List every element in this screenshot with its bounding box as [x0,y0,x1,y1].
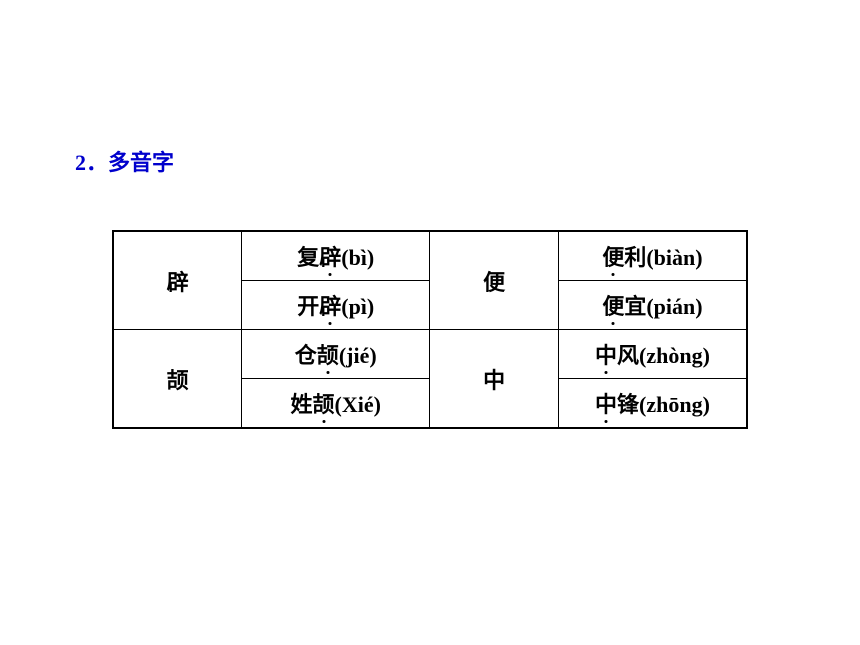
word-suffix: 锋 [617,392,639,417]
char-text: 辟 [167,270,189,295]
heading-title: 多音字 [108,150,174,175]
word-prefix: 姓 [291,392,313,417]
word-pinyin: (bì) [341,245,374,270]
word-dotted: 便 [602,240,624,272]
word-pinyin: (Xié) [335,392,381,417]
table-row: 颉 仓颉(jié) 中 中风(zhòng) [113,330,747,379]
word-dotted: 中 [595,387,617,419]
char-cell: 中 [430,330,559,429]
word-cell: 便利(biàn) [558,231,747,281]
word-cell: 中风(zhòng) [558,330,747,379]
word-dotted: 颉 [313,387,335,419]
word-cell: 开辟(pì) [242,281,430,330]
char-text: 便 [483,270,505,295]
word-prefix: 复 [297,245,319,270]
section-heading: 2．多音字 [75,145,174,177]
word-pinyin: (biàn) [646,245,702,270]
word-cell: 姓颉(Xié) [242,379,430,429]
word-pinyin: (zhōng) [639,392,710,417]
word-cell: 仓颉(jié) [242,330,430,379]
word-dotted: 颉 [317,338,339,370]
heading-number: 2． [75,150,108,175]
char-text: 颉 [167,368,189,393]
polyphone-table: 辟 复辟(bì) 便 便利(biàn) 开辟(pì) 便宜(pián) 颉 仓颉… [112,230,748,429]
word-dotted: 便 [602,289,624,321]
char-text: 中 [483,368,505,393]
word-pinyin: (zhòng) [639,343,710,368]
word-pinyin: (pián) [646,294,702,319]
char-cell: 辟 [113,231,242,330]
word-prefix: 仓 [295,343,317,368]
word-pinyin: (pì) [341,294,374,319]
char-cell: 颉 [113,330,242,429]
word-suffix: 宜 [624,294,646,319]
word-suffix: 利 [624,245,646,270]
word-cell: 中锋(zhōng) [558,379,747,429]
word-dotted: 中 [595,338,617,370]
polyphone-table-container: 辟 复辟(bì) 便 便利(biàn) 开辟(pì) 便宜(pián) 颉 仓颉… [112,230,748,429]
word-cell: 复辟(bì) [242,231,430,281]
word-suffix: 风 [617,343,639,368]
word-dotted: 辟 [319,240,341,272]
table-row: 辟 复辟(bì) 便 便利(biàn) [113,231,747,281]
word-dotted: 辟 [319,289,341,321]
word-cell: 便宜(pián) [558,281,747,330]
word-prefix: 开 [297,294,319,319]
word-pinyin: (jié) [339,343,377,368]
char-cell: 便 [430,231,559,330]
